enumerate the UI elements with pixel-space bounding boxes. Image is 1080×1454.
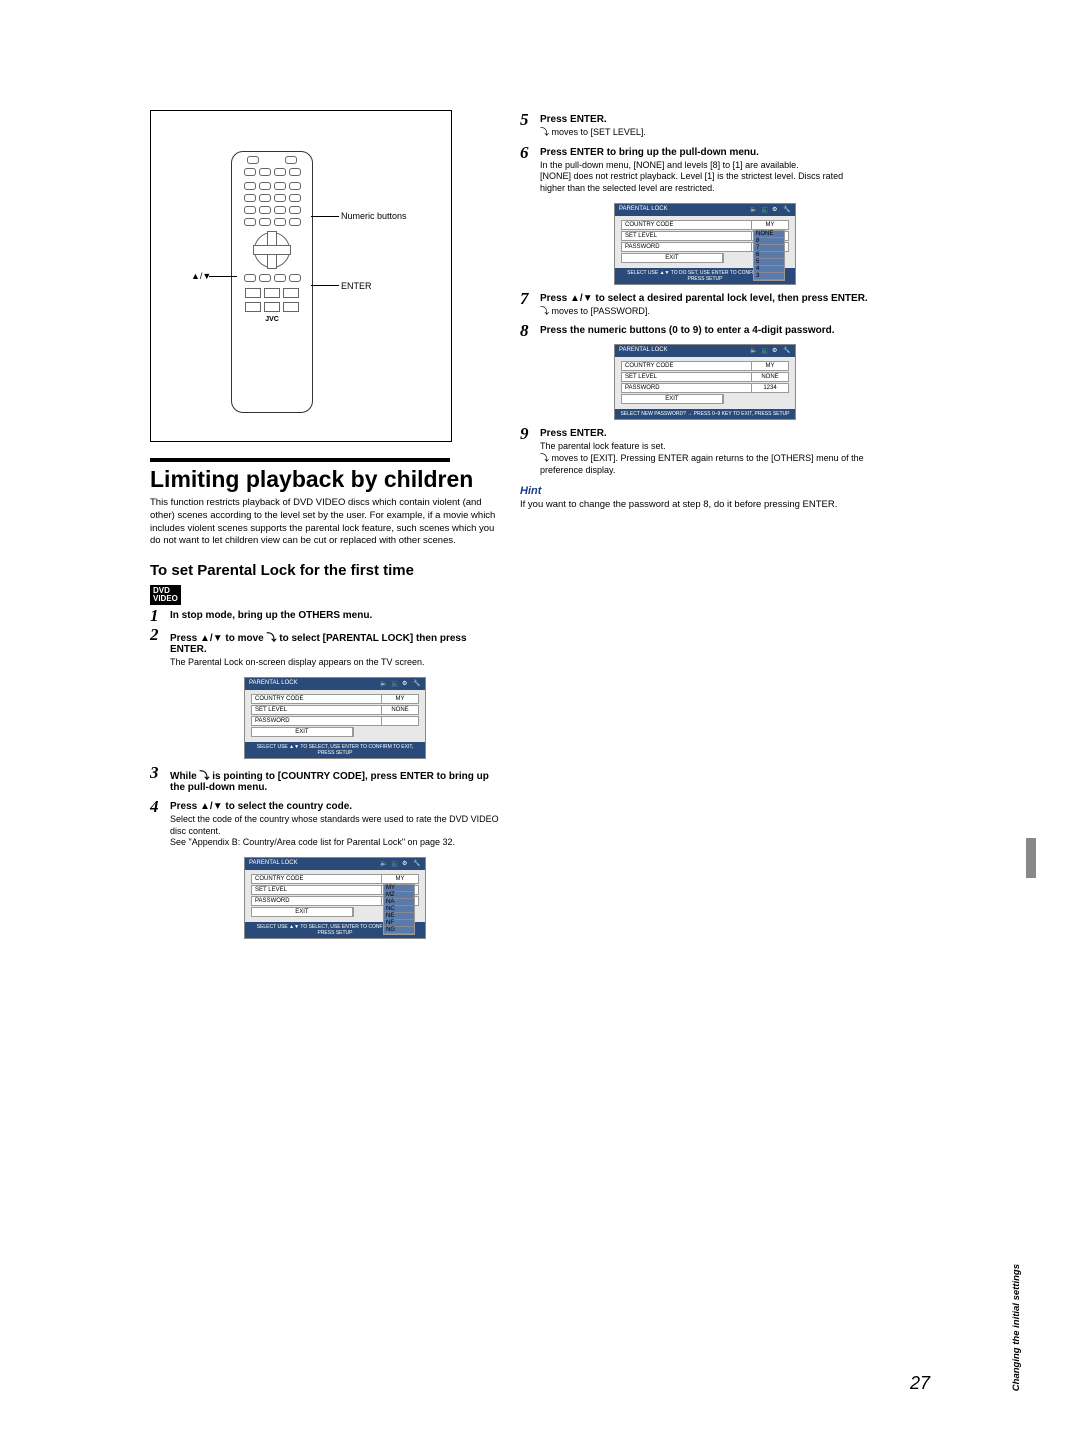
dvd-badge: DVDVIDEO — [150, 585, 181, 605]
step-title: Press ENTER. — [540, 114, 870, 125]
intro-text: This function restricts playback of DVD … — [150, 497, 500, 548]
step-3: While ⤵ is pointing to [COUNTRY CODE], p… — [150, 767, 500, 793]
step-title: Press ▲/▼ to select the country code. — [170, 801, 500, 812]
main-title: Limiting playback by children — [150, 466, 500, 493]
country-dropdown: MY MZ NA NC NE NF NG — [383, 884, 415, 935]
brand-label: JVC — [232, 316, 312, 323]
level-dropdown: NONE 8 7 6 5 4 3 — [753, 230, 785, 281]
osd-screenshot-3: PARENTAL LOCK🔈📺⚙🔧 COUNTRY CODEMY SET LEV… — [614, 203, 796, 285]
remote-outline: JVC — [231, 151, 313, 413]
step-4: Press ▲/▼ to select the country code. Se… — [150, 801, 500, 939]
step-1: In stop mode, bring up the OTHERS menu. — [150, 610, 500, 621]
step-body: Select the code of the country whose sta… — [170, 814, 500, 849]
step-7: Press ▲/▼ to select a desired parental l… — [520, 293, 870, 318]
step-5: Press ENTER. ⤵ moves to [SET LEVEL]. — [520, 114, 870, 139]
label-enter: ENTER — [341, 281, 372, 291]
step-body: The Parental Lock on-screen display appe… — [170, 657, 500, 669]
page-number: 27 — [910, 1373, 930, 1394]
step-title: Press the numeric buttons (0 to 9) to en… — [540, 325, 870, 336]
osd-screenshot-2: PARENTAL LOCK🔈📺⚙🔧 COUNTRY CODEMY SET LEV… — [244, 857, 426, 939]
step-title: Press ▲/▼ to select a desired parental l… — [540, 293, 870, 304]
step-8: Press the numeric buttons (0 to 9) to en… — [520, 325, 870, 420]
osd-screenshot-1: PARENTAL LOCK🔈📺⚙🔧 COUNTRY CODEMY SET LEV… — [244, 677, 426, 759]
remote-diagram: JVC Numeric buttons ▲/▼ ENTER — [150, 110, 452, 442]
side-tab — [1026, 838, 1036, 878]
step-2: Press ▲/▼ to move ⤵ to select [PARENTAL … — [150, 629, 500, 759]
hint-text: If you want to change the password at st… — [520, 499, 870, 512]
side-section-label: Changing the initial settings — [1011, 1264, 1022, 1391]
step-9: Press ENTER. The parental lock feature i… — [520, 428, 870, 476]
divider — [150, 458, 450, 462]
step-body: ⤵ moves to [PASSWORD]. — [540, 306, 870, 318]
label-numeric: Numeric buttons — [341, 211, 407, 221]
subsection-title: To set Parental Lock for the first time — [150, 562, 500, 579]
step-body: In the pull-down menu, [NONE] and levels… — [540, 160, 870, 195]
hint-label: Hint — [520, 485, 870, 497]
step-title: In stop mode, bring up the OTHERS menu. — [170, 610, 500, 621]
step-title: Press ▲/▼ to move ⤵ to select [PARENTAL … — [170, 629, 500, 655]
step-body: ⤵ moves to [SET LEVEL]. — [540, 127, 870, 139]
step-body: The parental lock feature is set. ⤵ move… — [540, 441, 870, 476]
step-title: Press ENTER to bring up the pull-down me… — [540, 147, 870, 158]
osd-screenshot-4: PARENTAL LOCK🔈📺⚙🔧 COUNTRY CODEMY SET LEV… — [614, 344, 796, 420]
step-title: Press ENTER. — [540, 428, 870, 439]
step-6: Press ENTER to bring up the pull-down me… — [520, 147, 870, 285]
step-title: While ⤵ is pointing to [COUNTRY CODE], p… — [170, 767, 500, 793]
